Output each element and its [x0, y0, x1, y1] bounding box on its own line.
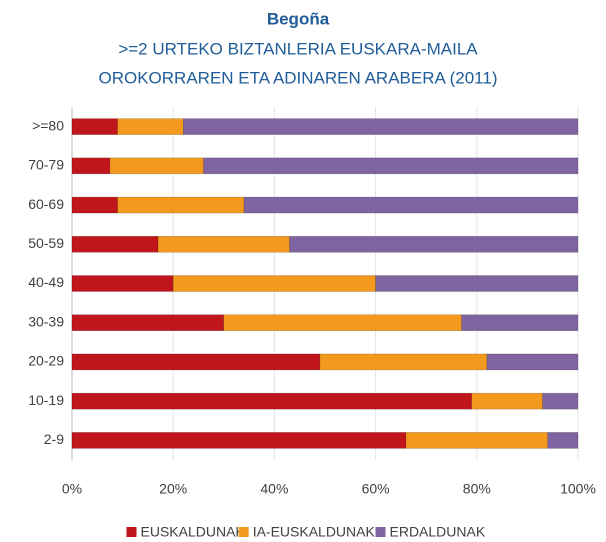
bar-segment	[542, 392, 579, 410]
bar-segment	[183, 118, 579, 135]
y-tick-label: 10-19	[28, 392, 64, 408]
bar-segment	[71, 196, 118, 214]
x-tick-label: 40%	[260, 481, 288, 497]
bar-segment	[289, 235, 579, 253]
bar-segment	[486, 353, 579, 371]
bar-segment	[71, 314, 225, 332]
legend-label: IA-EUSKALDUNAK	[253, 524, 376, 540]
bar-segment	[203, 157, 579, 175]
bar-segment	[71, 392, 473, 410]
x-tick-label: 80%	[463, 481, 491, 497]
bar-segment	[117, 118, 184, 135]
chart-title: Begoña	[267, 9, 330, 28]
y-tick-label: 20-29	[28, 353, 64, 369]
y-tick-label: >=80	[32, 117, 64, 133]
y-tick-label: 2-9	[44, 431, 64, 447]
legend-swatch	[126, 527, 137, 537]
chart-subtitle: OROKORRAREN ETA ADINAREN ARABERA (2011)	[99, 68, 498, 87]
y-tick-label: 50-59	[28, 235, 64, 251]
x-tick-label: 60%	[362, 481, 390, 497]
bar-segment	[461, 314, 579, 332]
bar-segment	[71, 432, 407, 449]
legend-label: EUSKALDUNAK	[141, 524, 246, 540]
bar-segment	[117, 196, 245, 214]
bar-segment	[109, 157, 204, 175]
x-tick-label: 0%	[62, 481, 82, 497]
chart-subtitle: >=2 URTEKO BIZTANLERIA EUSKARA-MAILA	[118, 39, 478, 58]
bar-segment	[71, 275, 174, 292]
bar-segment	[375, 275, 579, 292]
legend-label: ERDALDUNAK	[390, 524, 486, 540]
legend-swatch	[238, 527, 249, 537]
bar-segment	[71, 118, 118, 135]
bar-segment	[547, 432, 579, 449]
x-tick-label: 20%	[159, 481, 187, 497]
legend-swatch	[375, 527, 386, 537]
bar-segment	[71, 235, 159, 253]
y-tick-label: 30-39	[28, 313, 64, 329]
bar-segment	[243, 196, 579, 214]
bar-segment	[172, 275, 376, 292]
bar-segment	[157, 235, 290, 253]
bar-segment	[71, 353, 321, 371]
y-tick-label: 70-79	[28, 157, 64, 173]
y-tick-label: 60-69	[28, 196, 64, 212]
x-tick-label: 100%	[560, 481, 596, 497]
bar-segment	[319, 353, 488, 371]
bar-segment	[471, 392, 543, 410]
bar-segment	[405, 432, 548, 449]
y-tick-label: 40-49	[28, 274, 64, 290]
bar-segment	[223, 314, 462, 332]
bar-segment	[71, 157, 111, 175]
